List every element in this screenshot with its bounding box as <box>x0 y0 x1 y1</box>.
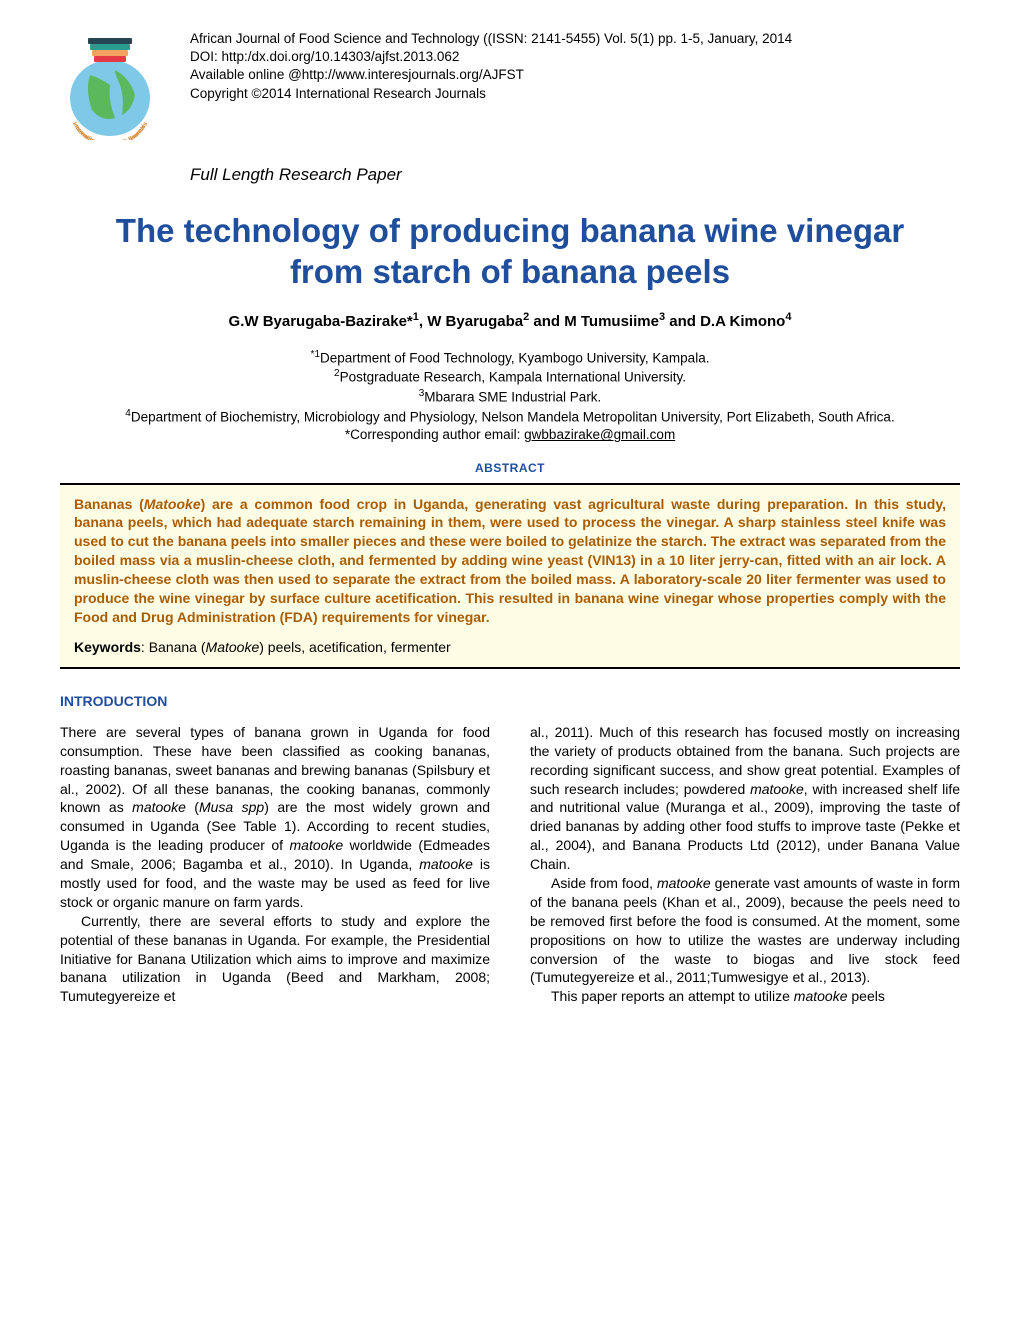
title-line-2: from starch of banana peels <box>290 253 730 290</box>
affiliation-4: 4Department of Biochemistry, Microbiolog… <box>60 407 960 427</box>
body-paragraph: Currently, there are several efforts to … <box>60 912 490 1006</box>
paper-type: Full Length Research Paper <box>190 165 960 185</box>
abstract-text: Bananas (Matooke) are a common food crop… <box>74 495 946 627</box>
journal-line-3: Available online @http://www.interesjour… <box>190 66 792 84</box>
corresponding-email: gwbbazirake@gmail.com <box>524 427 675 442</box>
body-columns: There are several types of banana grown … <box>60 723 960 1006</box>
header-block: International Research Journals Internat… <box>60 30 960 140</box>
journal-line-1: African Journal of Food Science and Tech… <box>190 30 792 48</box>
affiliation-1: *1Department of Food Technology, Kyambog… <box>60 348 960 368</box>
title-line-1: The technology of producing banana wine … <box>116 212 904 249</box>
corresponding-author: *Corresponding author email: gwbbazirake… <box>60 426 960 444</box>
journal-line-4: Copyright ©2014 International Research J… <box>190 85 792 103</box>
column-left: There are several types of banana grown … <box>60 723 490 1006</box>
journal-line-2: DOI: http:/dx.doi.org/10.14303/ajfst.201… <box>190 48 792 66</box>
column-right: al., 2011). Much of this research has fo… <box>530 723 960 1006</box>
keywords-text: : Banana (Matooke) peels, acetification,… <box>141 639 451 655</box>
abstract-box: Bananas (Matooke) are a common food crop… <box>60 483 960 669</box>
affiliation-3: 3Mbarara SME Industrial Park. <box>60 387 960 407</box>
section-heading-introduction: INTRODUCTION <box>60 693 960 709</box>
paper-title: The technology of producing banana wine … <box>60 210 960 293</box>
body-paragraph: al., 2011). Much of this research has fo… <box>530 723 960 874</box>
keywords: Keywords: Banana (Matooke) peels, acetif… <box>74 639 946 655</box>
keywords-label: Keywords <box>74 639 141 655</box>
journal-logo: International Research Journals Internat… <box>60 30 160 140</box>
body-paragraph: This paper reports an attempt to utilize… <box>530 987 960 1006</box>
affiliation-2: 2Postgraduate Research, Kampala Internat… <box>60 367 960 387</box>
body-paragraph: There are several types of banana grown … <box>60 723 490 912</box>
authors: G.W Byarugaba-Bazirake*1, W Byarugaba2 a… <box>60 311 960 330</box>
body-paragraph: Aside from food, matooke generate vast a… <box>530 874 960 987</box>
abstract-label: ABSTRACT <box>60 461 960 475</box>
affiliations: *1Department of Food Technology, Kyambog… <box>60 348 960 445</box>
journal-info: African Journal of Food Science and Tech… <box>190 30 792 103</box>
